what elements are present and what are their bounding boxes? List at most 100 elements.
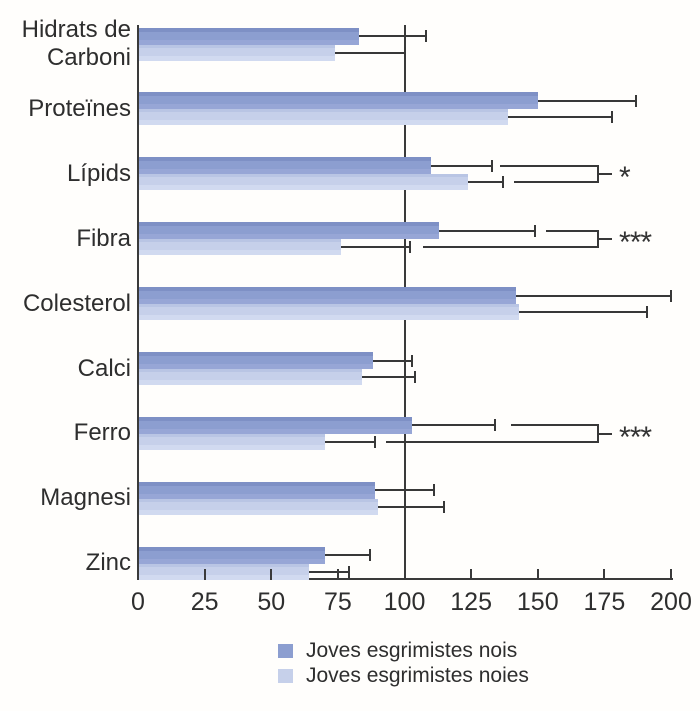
sig-bracket-lipids-vertical bbox=[597, 164, 600, 184]
error-cap-ferro-nois bbox=[494, 419, 497, 432]
error-cap-calci-noies bbox=[414, 371, 417, 383]
sig-bracket-fibra-tick bbox=[599, 237, 613, 240]
error-bar-hidrats-de-carboni-nois bbox=[359, 35, 426, 37]
category-label-colesterol: Colesterol bbox=[22, 289, 131, 317]
error-bar-magnesi-noies bbox=[377, 505, 445, 508]
bar-zinc-noies bbox=[139, 563, 309, 580]
category-label-lipids: Lípids bbox=[66, 159, 131, 187]
bar-calci-nois bbox=[139, 352, 373, 369]
bar-proteines-noies bbox=[139, 109, 509, 126]
x-tick-label-125: 125 bbox=[450, 588, 492, 616]
error-bar-ferro-noies bbox=[324, 440, 376, 443]
x-tick-label-0: 0 bbox=[131, 588, 145, 616]
bar-fibra-nois bbox=[139, 222, 440, 240]
error-cap-hidrats-de-carboni-nois bbox=[424, 30, 427, 42]
x-tick-200 bbox=[670, 569, 672, 580]
sig-bracket-ferro-vertical bbox=[597, 424, 600, 443]
bar-ferro-noies bbox=[139, 433, 325, 450]
x-tick-label-50: 50 bbox=[257, 588, 286, 616]
sig-label-ferro: *** bbox=[619, 420, 652, 454]
legend-item-nois: Joves esgrimistes nois bbox=[278, 639, 529, 662]
error-cap-fibra-noies bbox=[408, 241, 411, 254]
sig-bracket-ferro-top bbox=[511, 424, 600, 427]
error-bar-ferro-nois bbox=[412, 424, 496, 427]
bar-ferro-nois bbox=[139, 416, 413, 434]
x-tick-label-100: 100 bbox=[383, 588, 426, 616]
legend-swatch-noies bbox=[278, 669, 293, 683]
error-bar-zinc-noies bbox=[308, 570, 349, 573]
bar-magnesi-noies bbox=[139, 498, 378, 515]
error-cap-ferro-noies bbox=[374, 435, 377, 448]
error-bar-colesterol-noies bbox=[519, 311, 647, 314]
x-tick-50 bbox=[270, 569, 273, 580]
error-cap-lipids-noies bbox=[502, 176, 505, 189]
bar-lipids-nois bbox=[139, 157, 432, 175]
error-bar-zinc-nois bbox=[324, 554, 370, 557]
x-tick-100 bbox=[403, 569, 406, 580]
error-bar-hidrats-de-carboni-noies bbox=[335, 51, 405, 54]
category-label-proteines: Proteïnes bbox=[28, 94, 131, 122]
legend-swatch-nois bbox=[278, 644, 293, 658]
bar-colesterol-nois bbox=[139, 287, 517, 305]
x-tick-175 bbox=[603, 569, 606, 580]
bar-zinc-nois bbox=[139, 546, 325, 564]
error-cap-zinc-noies bbox=[347, 565, 350, 578]
category-label-calci: Calci bbox=[77, 354, 131, 382]
x-tick-label-75: 75 bbox=[323, 588, 352, 616]
legend: Joves esgrimistes nois Joves esgrimistes… bbox=[278, 639, 529, 691]
error-cap-lipids-nois bbox=[491, 159, 494, 172]
error-bar-colesterol-nois bbox=[516, 294, 671, 297]
category-label-fibra: Fibra bbox=[76, 224, 131, 252]
error-bar-fibra-noies bbox=[340, 246, 410, 249]
bar-proteines-nois bbox=[139, 92, 538, 110]
sig-bracket-ferro-tick bbox=[599, 432, 613, 435]
bar-magnesi-nois bbox=[139, 481, 376, 499]
error-bar-magnesi-nois bbox=[375, 489, 434, 492]
x-tick-150 bbox=[536, 569, 539, 580]
error-bar-fibra-nois bbox=[439, 229, 536, 232]
error-cap-proteines-noies bbox=[611, 111, 614, 124]
bar-calci-noies bbox=[139, 369, 362, 385]
x-tick-25 bbox=[203, 569, 206, 580]
error-cap-magnesi-nois bbox=[432, 484, 435, 497]
error-cap-proteines-nois bbox=[635, 94, 638, 107]
error-bar-proteines-noies bbox=[508, 116, 613, 119]
error-cap-calci-nois bbox=[411, 354, 414, 367]
bar-colesterol-noies bbox=[139, 304, 520, 321]
sig-bracket-fibra-bottom bbox=[423, 246, 600, 249]
sig-label-fibra: *** bbox=[619, 225, 652, 259]
sig-bracket-lipids-top bbox=[500, 164, 600, 167]
bar-lipids-noies bbox=[139, 174, 469, 191]
category-label-zinc: Zinc bbox=[85, 549, 131, 577]
sig-bracket-fibra-vertical bbox=[597, 229, 600, 249]
error-bar-lipids-nois bbox=[431, 164, 493, 167]
sig-bracket-ferro-bottom bbox=[385, 440, 600, 443]
category-label-magnesi: Magnesi bbox=[40, 484, 131, 512]
bar-hidrats-de-carboni-nois bbox=[139, 27, 360, 45]
x-tick-label-25: 25 bbox=[190, 588, 219, 616]
error-bar-proteines-nois bbox=[537, 99, 637, 102]
category-label-hidrats-de-carboni: Hidrats de Carboni bbox=[21, 15, 131, 71]
x-tick-125 bbox=[470, 569, 473, 580]
legend-label-nois: Joves esgrimistes nois bbox=[306, 639, 518, 662]
legend-item-noies: Joves esgrimistes noies bbox=[278, 664, 529, 687]
sig-bracket-lipids-tick bbox=[599, 173, 613, 176]
error-bar-calci-nois bbox=[372, 359, 413, 362]
error-cap-zinc-nois bbox=[368, 549, 371, 562]
error-cap-hidrats-de-carboni-noies bbox=[403, 46, 406, 59]
sig-bracket-lipids-bottom bbox=[513, 181, 600, 184]
sig-bracket-fibra-top bbox=[545, 229, 600, 232]
y-axis-line bbox=[137, 25, 139, 580]
error-bar-calci-noies bbox=[361, 376, 416, 378]
sig-label-lipids: * bbox=[619, 161, 631, 195]
bar-hidrats-de-carboni-noies bbox=[139, 44, 336, 61]
error-bar-lipids-noies bbox=[468, 181, 504, 184]
x-tick-75 bbox=[336, 569, 339, 580]
category-label-ferro: Ferro bbox=[73, 419, 131, 447]
x-tick-label-150: 150 bbox=[516, 588, 559, 616]
error-cap-magnesi-noies bbox=[443, 500, 446, 513]
bar-fibra-noies bbox=[139, 239, 341, 256]
x-tick-0 bbox=[137, 569, 139, 580]
error-cap-fibra-nois bbox=[534, 224, 537, 237]
x-tick-label-200: 200 bbox=[650, 588, 692, 616]
